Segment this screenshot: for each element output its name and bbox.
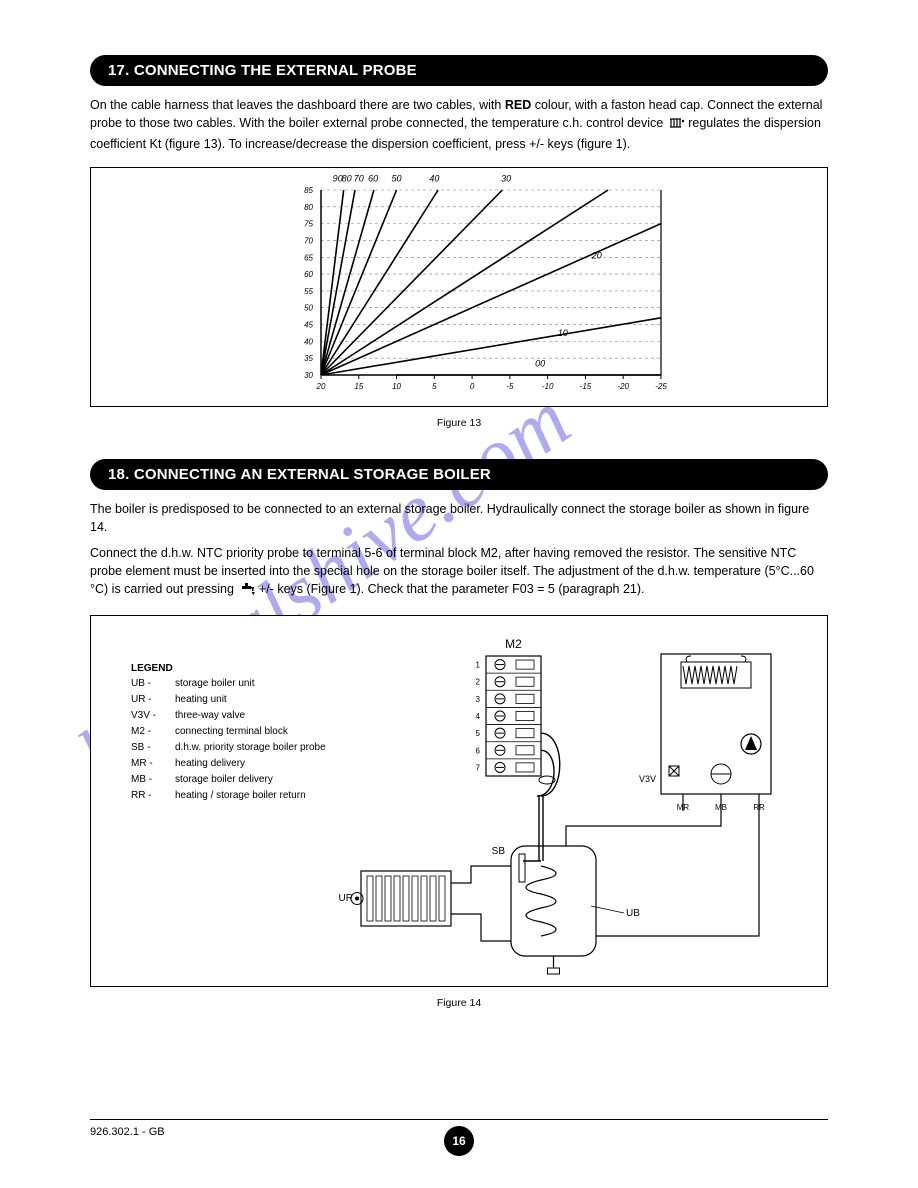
svg-text:MB -: MB - xyxy=(131,774,152,785)
svg-text:30: 30 xyxy=(304,371,313,380)
svg-text:SB: SB xyxy=(492,846,506,857)
footer-rule xyxy=(90,1119,828,1120)
section-18-title: 18. CONNECTING AN EXTERNAL STORAGE BOILE… xyxy=(90,459,828,490)
svg-text:SB -: SB - xyxy=(131,742,150,753)
svg-text:60: 60 xyxy=(304,270,313,279)
svg-text:M2 -: M2 - xyxy=(131,726,151,737)
svg-text:75: 75 xyxy=(304,219,313,228)
svg-text:d.h.w. priority storage boiler: d.h.w. priority storage boiler probe xyxy=(175,742,326,753)
page-content: 17. CONNECTING THE EXTERNAL PROBE On the… xyxy=(90,55,828,1009)
svg-text:4: 4 xyxy=(476,712,481,721)
svg-text:heating / storage boiler retur: heating / storage boiler return xyxy=(175,790,306,801)
svg-text:80: 80 xyxy=(304,202,313,211)
svg-text:heating unit: heating unit xyxy=(175,694,227,705)
svg-text:50: 50 xyxy=(392,173,402,183)
s18-text-b: +/- keys (Figure 1). Check that the para… xyxy=(259,582,645,596)
svg-text:three-way valve: three-way valve xyxy=(175,710,245,721)
figure-13-box: 30354045505560657075808520151050-5-10-15… xyxy=(90,167,828,407)
svg-text:40: 40 xyxy=(304,337,313,346)
figure-13-caption: Figure 13 xyxy=(90,417,828,429)
svg-text:55: 55 xyxy=(304,287,313,296)
svg-text:0: 0 xyxy=(470,382,475,391)
svg-text:-20: -20 xyxy=(617,382,629,391)
svg-text:70: 70 xyxy=(354,173,364,183)
svg-text:00: 00 xyxy=(535,358,545,368)
svg-text:RR -: RR - xyxy=(131,790,152,801)
svg-text:UR -: UR - xyxy=(131,694,152,705)
svg-text:45: 45 xyxy=(304,320,313,329)
svg-text:3: 3 xyxy=(476,694,481,703)
svg-text:80: 80 xyxy=(342,173,352,183)
figure-14-caption: Figure 14 xyxy=(90,997,828,1009)
svg-text:65: 65 xyxy=(304,253,313,262)
svg-text:-10: -10 xyxy=(542,382,554,391)
svg-text:15: 15 xyxy=(354,382,363,391)
svg-text:M2: M2 xyxy=(505,637,522,651)
svg-text:85: 85 xyxy=(304,186,313,195)
svg-text:2: 2 xyxy=(476,677,481,686)
svg-text:V3V -: V3V - xyxy=(131,710,156,721)
svg-text:connecting terminal block: connecting terminal block xyxy=(175,726,289,737)
svg-text:60: 60 xyxy=(368,173,378,183)
section-18-paragraph-1: The boiler is predisposed to be connecte… xyxy=(90,500,828,536)
svg-text:V3V: V3V xyxy=(639,774,656,784)
figure-14-box: LEGEND UB - storage boiler unit UR - heating… xyxy=(90,615,828,987)
svg-text:10: 10 xyxy=(392,382,401,391)
svg-text:1: 1 xyxy=(476,660,481,669)
section-17-paragraph: On the cable harness that leaves the das… xyxy=(90,96,828,152)
svg-text:35: 35 xyxy=(304,354,313,363)
section-18-paragraph-2: Connect the d.h.w. NTC priority probe to… xyxy=(90,544,828,600)
svg-text:10: 10 xyxy=(558,328,568,338)
section-17-title: 17. CONNECTING THE EXTERNAL PROBE xyxy=(90,55,828,86)
svg-text:-15: -15 xyxy=(580,382,592,391)
svg-text:40: 40 xyxy=(429,173,439,183)
page-footer: 926.302.1 - GB 16 xyxy=(90,1119,828,1156)
svg-text:50: 50 xyxy=(304,303,313,312)
system-diagram: LEGEND UB - storage boiler unit UR - heating… xyxy=(91,616,829,986)
svg-text:LEGEND: LEGEND xyxy=(131,663,173,674)
svg-text:UB: UB xyxy=(626,908,640,919)
svg-text:5: 5 xyxy=(432,382,437,391)
tap-icon xyxy=(239,582,255,600)
svg-text:heating delivery: heating delivery xyxy=(175,758,245,769)
svg-text:70: 70 xyxy=(304,236,313,245)
svg-text:storage boiler delivery: storage boiler delivery xyxy=(175,774,273,785)
svg-text:storage boiler unit: storage boiler unit xyxy=(175,678,255,689)
svg-text:20: 20 xyxy=(316,382,326,391)
radiator-icon xyxy=(669,116,685,134)
svg-text:7: 7 xyxy=(476,763,481,772)
svg-text:-25: -25 xyxy=(655,382,667,391)
s17-text-a: On the cable harness that leaves the das… xyxy=(90,98,505,112)
svg-text:6: 6 xyxy=(476,746,481,755)
page-number: 16 xyxy=(444,1126,474,1156)
svg-text:5: 5 xyxy=(476,729,481,738)
svg-text:20: 20 xyxy=(591,250,602,260)
curve-chart: 30354045505560657075808520151050-5-10-15… xyxy=(91,168,829,406)
svg-text:-5: -5 xyxy=(506,382,514,391)
svg-text:MR -: MR - xyxy=(131,758,153,769)
svg-text:30: 30 xyxy=(501,173,511,183)
s17-red-word: RED xyxy=(505,98,531,112)
footer-code: 926.302.1 - GB xyxy=(90,1126,165,1138)
svg-text:UB -: UB - xyxy=(131,678,151,689)
